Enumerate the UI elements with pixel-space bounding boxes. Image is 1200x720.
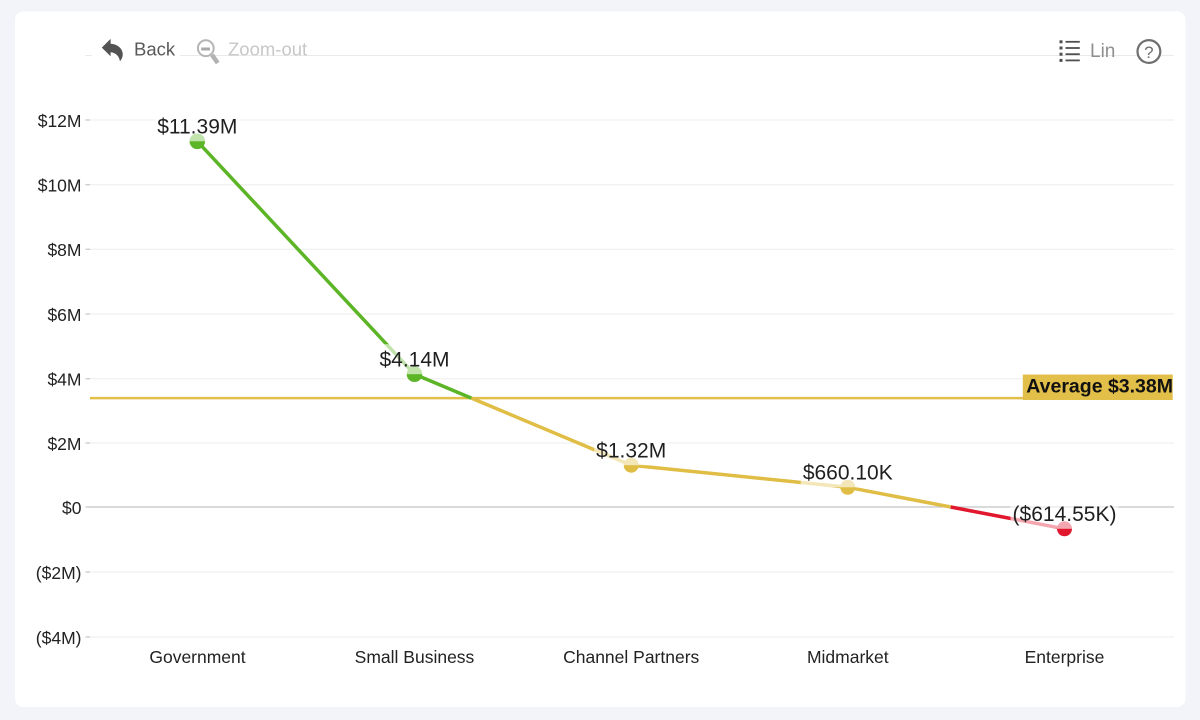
svg-text:Average $3.38M: Average $3.38M [1026, 376, 1173, 398]
svg-text:$11.39M: $11.39M [157, 115, 237, 138]
svg-text:($2M): ($2M) [36, 563, 82, 583]
svg-text:$2M: $2M [47, 434, 81, 454]
svg-text:$660.10K: $660.10K [803, 461, 893, 484]
svg-text:Government: Government [149, 647, 245, 667]
svg-text:$8M: $8M [47, 240, 81, 260]
svg-text:Back: Back [134, 39, 176, 60]
svg-text:Zoom-out: Zoom-out [228, 39, 307, 60]
svg-text:$4M: $4M [47, 370, 81, 390]
svg-text:$10M: $10M [38, 176, 82, 196]
svg-text:Channel Partners: Channel Partners [563, 647, 699, 667]
svg-text:?: ? [1144, 43, 1153, 62]
svg-text:Small Business: Small Business [355, 647, 475, 667]
svg-text:Enterprise: Enterprise [1025, 647, 1105, 667]
svg-text:Midmarket: Midmarket [807, 647, 889, 667]
svg-text:$6M: $6M [47, 305, 81, 325]
svg-text:($4M): ($4M) [36, 628, 82, 648]
svg-text:Lin: Lin [1090, 41, 1115, 62]
svg-text:$12M: $12M [38, 111, 82, 131]
svg-text:$1.32M: $1.32M [596, 439, 666, 462]
svg-text:($614.55K): ($614.55K) [1013, 503, 1117, 526]
svg-text:$4.14M: $4.14M [379, 348, 449, 371]
svg-text:$0: $0 [62, 498, 82, 518]
